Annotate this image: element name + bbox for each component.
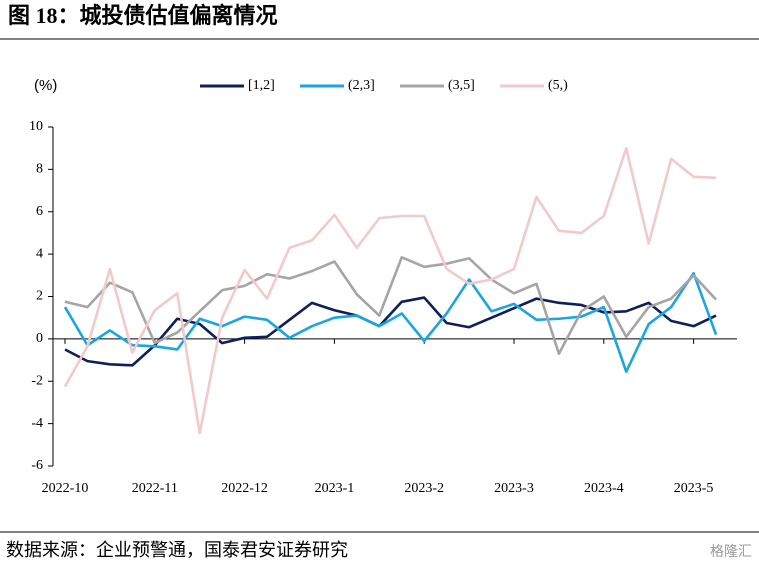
x-tick-label: 2023-4 [584, 481, 624, 496]
x-tick-label: 2022-12 [221, 481, 268, 496]
x-tick-label: 2023-2 [404, 481, 444, 496]
series-line [63, 271, 718, 374]
source-note: 数据来源：企业预警通，国泰君安证券研究 [6, 540, 348, 560]
series-line [64, 256, 718, 356]
x-tick-label: 2022-10 [42, 481, 89, 496]
y-tick-label: -2 [31, 373, 43, 388]
y-tick-label: 2 [36, 289, 43, 304]
y-tick-label: 10 [29, 119, 43, 134]
x-tick-label: 2023-3 [494, 481, 534, 496]
series-line [64, 296, 717, 367]
watermark: 格隆汇 [710, 544, 752, 560]
y-tick-label: -6 [31, 458, 43, 473]
y-axis-label: (%) [34, 77, 57, 94]
chart-title: 图 18：城投债估值偏离情况 [8, 3, 278, 28]
x-tick-label: 2023-5 [674, 481, 714, 496]
series-line [63, 146, 717, 435]
x-tick-label: 2023-1 [315, 481, 355, 496]
legend-label: [1,2] [248, 78, 275, 93]
y-tick-label: 4 [36, 246, 43, 261]
y-tick-label: 0 [36, 331, 43, 346]
y-tick-label: -4 [31, 416, 43, 431]
legend-label: (2,3] [348, 78, 375, 93]
y-tick-label: 8 [36, 162, 43, 177]
y-tick-label: 6 [36, 204, 43, 219]
legend-label: (3,5] [448, 78, 475, 93]
legend-label: (5,) [548, 78, 568, 93]
x-tick-label: 2022-11 [132, 481, 178, 496]
